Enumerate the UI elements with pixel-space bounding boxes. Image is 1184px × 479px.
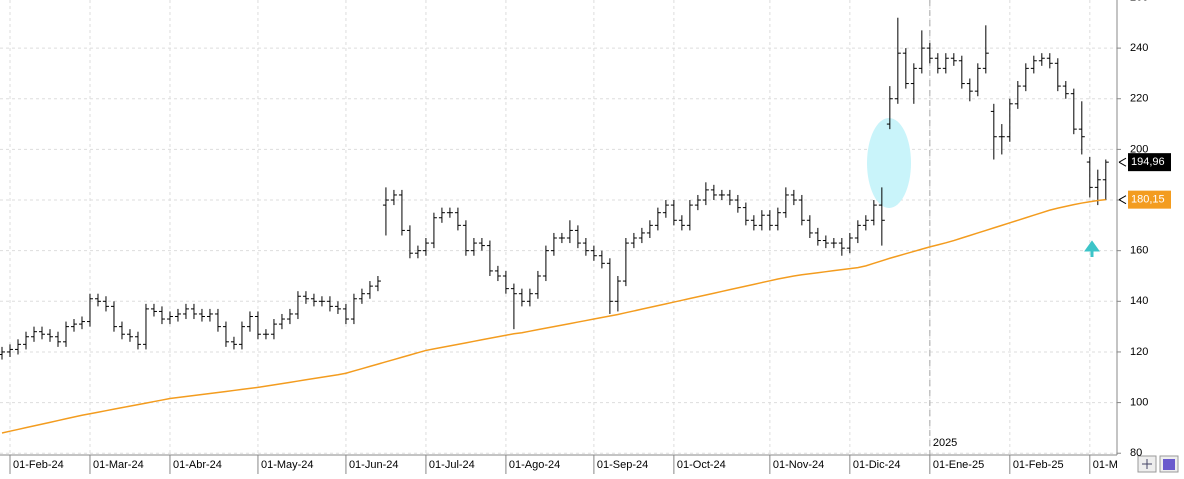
moving-average [1, 198, 1106, 434]
x-tick-label: 01-Jun-24 [349, 459, 399, 471]
x-tick-label: 01-Nov-24 [773, 459, 824, 471]
x-tick-label: 01-Dic-24 [853, 459, 901, 471]
year-label: 2025 [933, 437, 957, 449]
y-tick-label: 100 [1130, 396, 1148, 408]
price-pointer [1118, 157, 1127, 167]
save-icon [1163, 459, 1175, 470]
highlight-ellipse [867, 118, 911, 208]
x-tick-label: 01-Abr-24 [173, 459, 222, 471]
y-tick-label: 200 [1130, 143, 1148, 155]
y-tick-label: 140 [1130, 295, 1148, 307]
price-box [1128, 190, 1171, 209]
y-tick-label: 120 [1130, 346, 1148, 358]
grid [0, 0, 1117, 455]
x-tick-label: 01-May-24 [261, 459, 314, 471]
x-tick-label: 01-Sep-24 [597, 459, 648, 471]
price-pointer [1118, 195, 1127, 205]
y-tick-label: 160 [1130, 245, 1148, 257]
x-tick-label: 01-Ene-25 [933, 459, 984, 471]
signal-arrow [1084, 240, 1100, 257]
x-tick-label: 01-Feb-24 [13, 459, 64, 471]
x-tick-label: 01-Feb-25 [1013, 459, 1064, 471]
x-tick-label: 01-Ago-24 [509, 459, 560, 471]
zoom-icon [1142, 459, 1152, 469]
x-tick-label: 01-Mar-24 [93, 459, 144, 471]
x-tick-label: 01-M [1093, 459, 1118, 471]
y-tick-label: 220 [1130, 93, 1148, 105]
price-box [1128, 153, 1171, 172]
marks [0, 17, 1109, 434]
x-tick-label: 01-Oct-24 [677, 459, 726, 471]
y-tick-label: 260 [1130, 0, 1148, 3]
x-tick-label: 01-Jul-24 [429, 459, 475, 471]
price-label: 180,15 [1131, 194, 1165, 206]
y-tick-label: 80 [1130, 447, 1142, 459]
price-label: 194,96 [1131, 156, 1165, 168]
y-tick-label: 240 [1130, 42, 1148, 54]
